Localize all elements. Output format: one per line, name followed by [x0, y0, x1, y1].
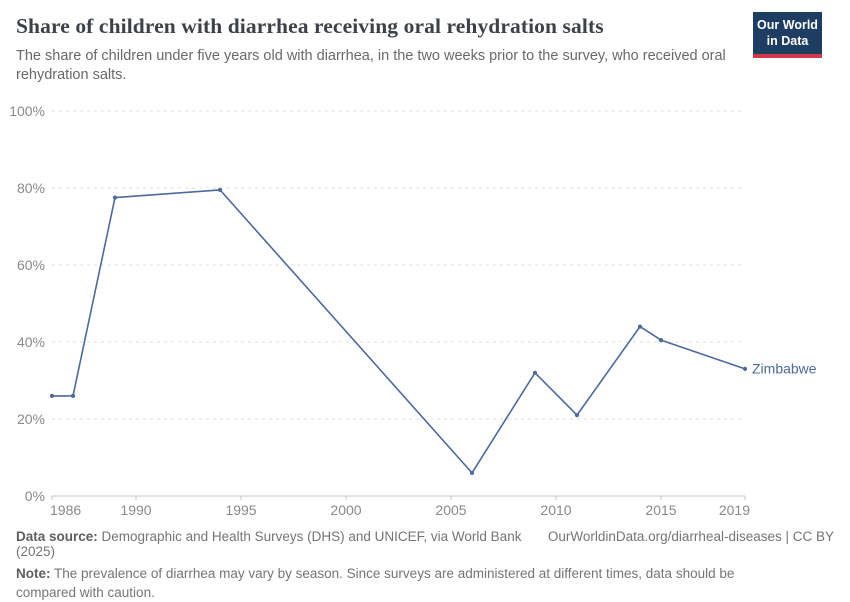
- owid-logo-line2: in Data: [766, 33, 809, 48]
- chart-header: Share of children with diarrhea receivin…: [16, 12, 834, 85]
- y-tick-label: 20%: [17, 411, 45, 427]
- x-tick-label: 2005: [435, 502, 466, 518]
- y-tick-label: 100%: [9, 103, 45, 119]
- data-source-label: Data source:: [16, 529, 98, 544]
- data-point[interactable]: [469, 470, 475, 475]
- data-point[interactable]: [742, 366, 748, 371]
- data-point[interactable]: [532, 370, 538, 375]
- note-line: Note: The prevalence of diarrhea may var…: [16, 565, 788, 602]
- chart-title: Share of children with diarrhea receivin…: [16, 14, 604, 38]
- data-point[interactable]: [217, 187, 223, 192]
- data-point[interactable]: [658, 338, 664, 343]
- owid-logo: Our World in Data: [753, 12, 822, 59]
- attribution-link[interactable]: OurWorldinData.org/diarrheal-diseases | …: [547, 529, 834, 544]
- owid-logo-accent-strip: [753, 54, 822, 59]
- data-source-line: Data source: Demographic and Health Surv…: [16, 529, 548, 559]
- y-tick-label: 40%: [17, 334, 45, 350]
- data-source-text: Demographic and Health Surveys (DHS) and…: [16, 529, 522, 559]
- note-text: The prevalence of diarrhea may vary by s…: [16, 566, 735, 600]
- x-tick-label: 2015: [645, 502, 676, 518]
- x-tick-label: 1990: [120, 502, 151, 518]
- y-tick-label: 0%: [25, 488, 45, 504]
- data-point[interactable]: [70, 393, 76, 398]
- owid-logo-box: Our World in Data: [753, 12, 822, 55]
- owid-logo-line1: Our World: [757, 18, 818, 32]
- y-tick-label: 60%: [17, 257, 45, 273]
- data-point[interactable]: [49, 393, 55, 398]
- data-point[interactable]: [574, 413, 580, 418]
- data-point[interactable]: [112, 195, 118, 200]
- x-tick-label: 2019: [719, 502, 750, 518]
- chart-footer: Data source: Demographic and Health Surv…: [16, 529, 834, 602]
- series-end-label[interactable]: Zimbabwe: [752, 360, 817, 376]
- x-tick-label: 1995: [225, 502, 256, 518]
- x-tick-label: 2000: [330, 502, 361, 518]
- series-line-zimbabwe[interactable]: [52, 189, 746, 474]
- chart-subtitle: The share of children under five years o…: [16, 47, 726, 83]
- note-label: Note:: [16, 566, 51, 581]
- data-point[interactable]: [637, 324, 643, 329]
- line-chart-canvas: 0% 20% 40% 60% 80% 100% 1986 1990 1995 2000 2005 20…: [9, 103, 817, 518]
- x-tick-label: 2010: [540, 502, 571, 518]
- x-tick-label: 1986: [50, 502, 81, 518]
- y-tick-label: 80%: [17, 180, 45, 196]
